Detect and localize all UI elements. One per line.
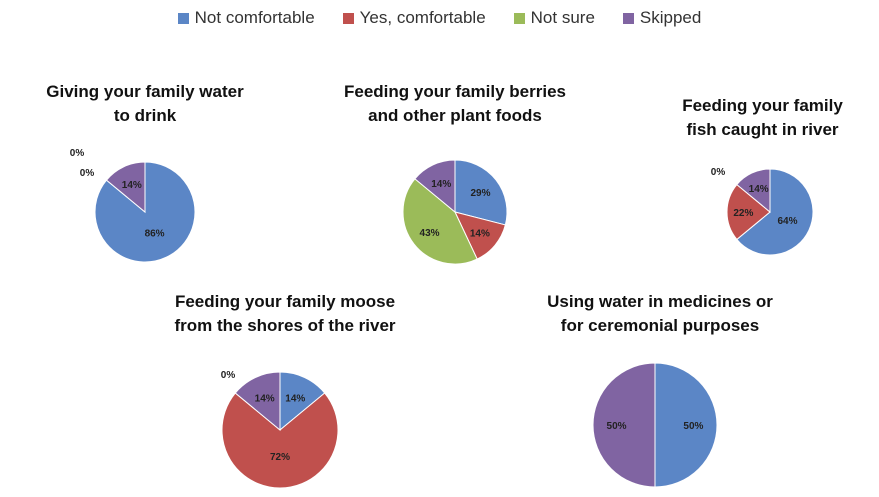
pie-chart-4: 50%0%0%50% [592, 362, 718, 488]
pie-data-label: 64% [778, 216, 798, 227]
pie-slice-yes-comfortable [726, 183, 771, 241]
legend-label: Yes, comfortable [359, 8, 486, 27]
pie-slice-skipped [414, 159, 456, 214]
title-line: Feeding your family berries [343, 82, 566, 101]
pie-data-label: 22% [733, 208, 753, 219]
legend-item-not-comfortable: Not comfortable [177, 8, 315, 28]
title-line: to drink [113, 106, 177, 125]
pie-title-medicines: Using water in medicines or for ceremoni… [490, 290, 830, 338]
pie-data-label: 14% [470, 229, 490, 240]
pie-data-label: 29% [470, 188, 490, 199]
title-line: Feeding your family moose [174, 292, 396, 311]
title-line: Giving your family water [46, 82, 244, 101]
pie-title-berries: Feeding your family berries and other pl… [300, 80, 610, 128]
pie-slice-not-comfortable [654, 362, 718, 488]
pie-data-label: 14% [255, 393, 275, 404]
pie-data-label: 0% [70, 148, 85, 159]
pie-slice-skipped [105, 161, 146, 214]
pie-title-fish: Feeding your family fish caught in river [650, 94, 875, 142]
title-line: fish caught in river [686, 120, 839, 139]
title-line: Feeding your family [682, 96, 843, 115]
title-line: Using water in medicines or [547, 292, 773, 311]
pie-slice-not-sure [402, 178, 478, 265]
pie-title-moose: Feeding your family moose from the shore… [120, 290, 450, 338]
pie-slice-yes-comfortable [221, 392, 339, 489]
legend-label: Skipped [639, 8, 702, 27]
pie-data-label: 0% [711, 167, 726, 178]
pie-data-label: 14% [122, 180, 142, 191]
pie-slice-not-comfortable [279, 371, 326, 432]
pie-data-label: 0% [221, 370, 236, 381]
legend-label: Not comfortable [194, 8, 315, 27]
pie-data-label: 14% [285, 393, 305, 404]
pie-chart-2: 64% 22% 0% 14% [711, 167, 814, 256]
title-line: for ceremonial purposes [560, 316, 760, 335]
pie-chart-3: 14% 72% 0% 14% [221, 370, 339, 489]
legend-swatch [342, 12, 354, 24]
legend-swatch [177, 12, 189, 24]
pie-slice-skipped [592, 362, 656, 488]
pie-data-label: 14% [749, 184, 769, 195]
legend-swatch [622, 12, 634, 24]
pie-data-label: 50% [683, 421, 703, 432]
chart-legend: Not comfortable Yes, comfortable Not sur… [0, 8, 879, 28]
pie-slice-not-comfortable [736, 168, 814, 256]
title-line: from the shores of the river [174, 316, 396, 335]
legend-label: Not sure [530, 8, 595, 27]
legend-item-yes-comfortable: Yes, comfortable [342, 8, 486, 28]
pie-slice-skipped [234, 371, 281, 432]
pie-data-label: 86% [145, 228, 165, 239]
pie-title-water: Giving your family water to drink [0, 80, 290, 128]
title-line: and other plant foods [368, 106, 542, 125]
legend-item-skipped: Skipped [622, 8, 702, 28]
pie-data-label: 72% [270, 452, 290, 463]
pie-slice-not-comfortable [454, 159, 508, 226]
legend-swatch [513, 12, 525, 24]
pie-chart-1: 29% 14% 43% 14% [402, 159, 508, 265]
pie-data-label: 43% [420, 228, 440, 239]
pie-data-label: 14% [431, 179, 451, 190]
pie-data-label: 0% [80, 168, 95, 179]
pie-slice-skipped [736, 168, 771, 214]
pie-chart-0: 86% 0% 0% 14% [70, 148, 196, 263]
legend-item-not-sure: Not sure [513, 8, 595, 28]
pie-data-label: 50% [607, 421, 627, 432]
